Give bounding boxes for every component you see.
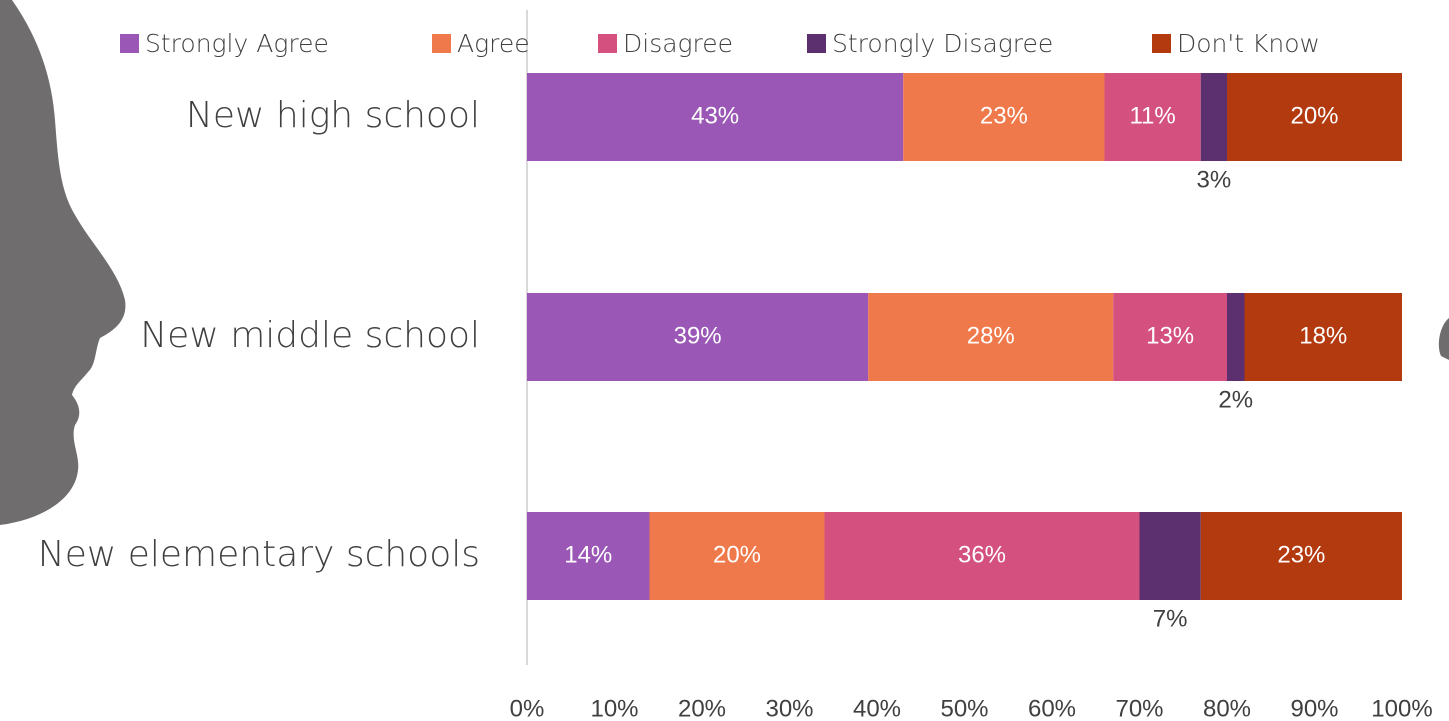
legend-label: Disagree — [623, 29, 733, 58]
data-label: 36% — [958, 541, 1006, 568]
x-tick-label: 40% — [853, 695, 901, 721]
silhouette — [0, 0, 126, 525]
x-tick-label: 20% — [678, 695, 726, 721]
data-label: 39% — [674, 322, 722, 349]
data-label: 13% — [1146, 322, 1194, 349]
bar-segment — [868, 293, 1114, 381]
legend-swatch — [120, 34, 139, 53]
bar-segment — [1113, 293, 1227, 381]
legend-label: Don't Know — [1177, 29, 1320, 58]
x-tick-label: 30% — [765, 695, 813, 721]
decor — [1438, 318, 1449, 360]
bar-segment — [1104, 73, 1201, 161]
x-tick-label: 50% — [940, 695, 988, 721]
bar-segment — [903, 73, 1105, 161]
bar-segment — [1227, 293, 1245, 381]
data-label: 3% — [1197, 166, 1232, 193]
x-tick-label: 0% — [510, 695, 545, 721]
data-label: 14% — [564, 541, 612, 568]
bar-segment — [1200, 512, 1402, 600]
x-tick-label: 90% — [1290, 695, 1338, 721]
data-label: 7% — [1153, 605, 1188, 632]
legend-label: Agree — [457, 29, 530, 58]
x-tick-label: 60% — [1028, 695, 1076, 721]
data-label: 18% — [1299, 322, 1347, 349]
bar-segment — [1200, 73, 1227, 161]
legend-swatch — [807, 34, 826, 53]
data-label: 2% — [1218, 386, 1253, 413]
bar-segment — [527, 73, 904, 161]
data-label: 20% — [713, 541, 761, 568]
x-tick-label: 10% — [590, 695, 638, 721]
x-tick-label: 100% — [1371, 695, 1432, 721]
data-label: 43% — [691, 102, 739, 129]
category-label: New elementary schools — [38, 534, 480, 575]
legend-label: Strongly Disagree — [832, 29, 1053, 58]
legend-label: Strongly Agree — [145, 29, 329, 58]
data-label: 23% — [980, 102, 1028, 129]
data-label: 11% — [1129, 102, 1175, 129]
data-label: 20% — [1290, 102, 1338, 129]
bar-segment — [1227, 73, 1402, 161]
bar-segment — [527, 512, 650, 600]
bar-segment — [1244, 293, 1402, 381]
bar-segment — [1139, 512, 1201, 600]
bar-segment — [649, 512, 825, 600]
data-label: 23% — [1277, 541, 1325, 568]
legend-swatch — [432, 34, 451, 53]
category-label: New high school — [186, 95, 480, 136]
x-tick-label: 80% — [1203, 695, 1251, 721]
legend-swatch — [1152, 34, 1171, 53]
x-tick-label: 70% — [1115, 695, 1163, 721]
data-label: 28% — [967, 322, 1015, 349]
silhouette-edge — [39, 149, 59, 177]
legend-swatch — [598, 34, 617, 53]
bar-segment — [527, 293, 869, 381]
category-label: New middle school — [140, 315, 480, 356]
bar-segment — [824, 512, 1140, 600]
